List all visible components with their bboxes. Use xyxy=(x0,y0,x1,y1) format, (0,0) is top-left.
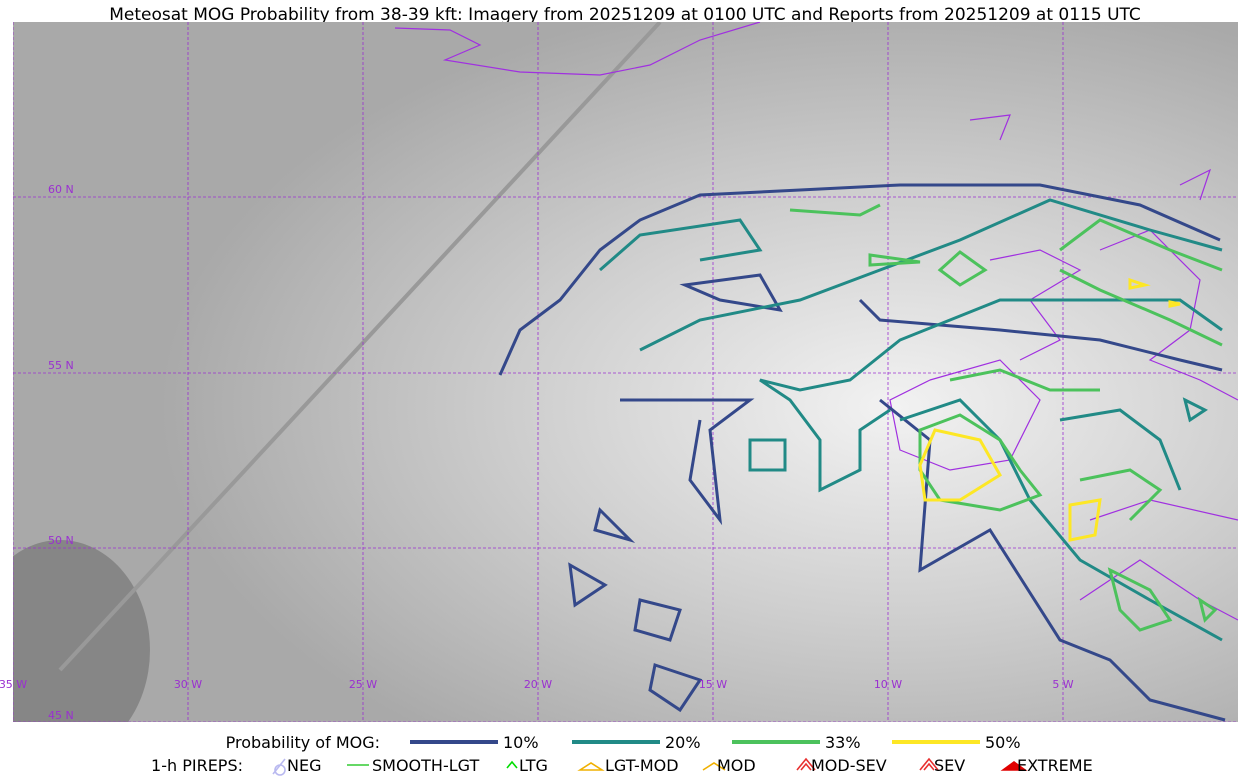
legend-label: SMOOTH-LGT xyxy=(372,756,479,775)
legend-symbol xyxy=(272,758,286,776)
legend-symbol xyxy=(702,762,726,771)
legend-label: 50% xyxy=(985,733,1021,752)
lon-label: 10 W xyxy=(874,678,902,691)
legend-label: LGT-MOD xyxy=(605,756,679,775)
legend-label: NEG xyxy=(287,756,321,775)
lon-label: 25 W xyxy=(349,678,377,691)
lon-label: 5 W xyxy=(1052,678,1073,691)
lon-label: 30 W xyxy=(174,678,202,691)
lat-label: 60 N xyxy=(48,183,74,196)
lon-label: 15 W xyxy=(699,678,727,691)
legend-title: Probability of MOG: xyxy=(226,733,380,752)
lon-label: 35 W xyxy=(0,678,27,691)
lon-label: 20 W xyxy=(524,678,552,691)
dark-region xyxy=(13,540,150,722)
legend-symbol xyxy=(577,762,605,771)
legend-symbol xyxy=(796,757,816,771)
satellite-image xyxy=(13,22,1238,722)
title: Meteosat MOG Probability from 38-39 kft:… xyxy=(109,5,1141,25)
legend-symbol xyxy=(1000,761,1028,771)
legend-label: 33% xyxy=(825,733,861,752)
legend-label: SEV xyxy=(934,756,965,775)
legend-label: 20% xyxy=(665,733,701,752)
legend-title: 1-h PIREPS: xyxy=(151,756,243,775)
legend-label: 10% xyxy=(503,733,539,752)
lat-label: 50 N xyxy=(48,534,74,547)
legend-symbol xyxy=(506,760,518,769)
lat-label: 55 N xyxy=(48,359,74,372)
swath-edge xyxy=(58,22,662,672)
grid xyxy=(13,22,1238,722)
legend-label: MOD xyxy=(717,756,756,775)
legend-label: LTG xyxy=(519,756,548,775)
legend-symbol xyxy=(919,757,939,771)
legend-label: MOD-SEV xyxy=(811,756,887,775)
contours xyxy=(498,183,1226,722)
lat-label: 45 N xyxy=(48,709,74,722)
map: 60 N 55 N 50 N 45 N xyxy=(13,22,1238,722)
legend-label: EXTREME xyxy=(1017,756,1093,775)
